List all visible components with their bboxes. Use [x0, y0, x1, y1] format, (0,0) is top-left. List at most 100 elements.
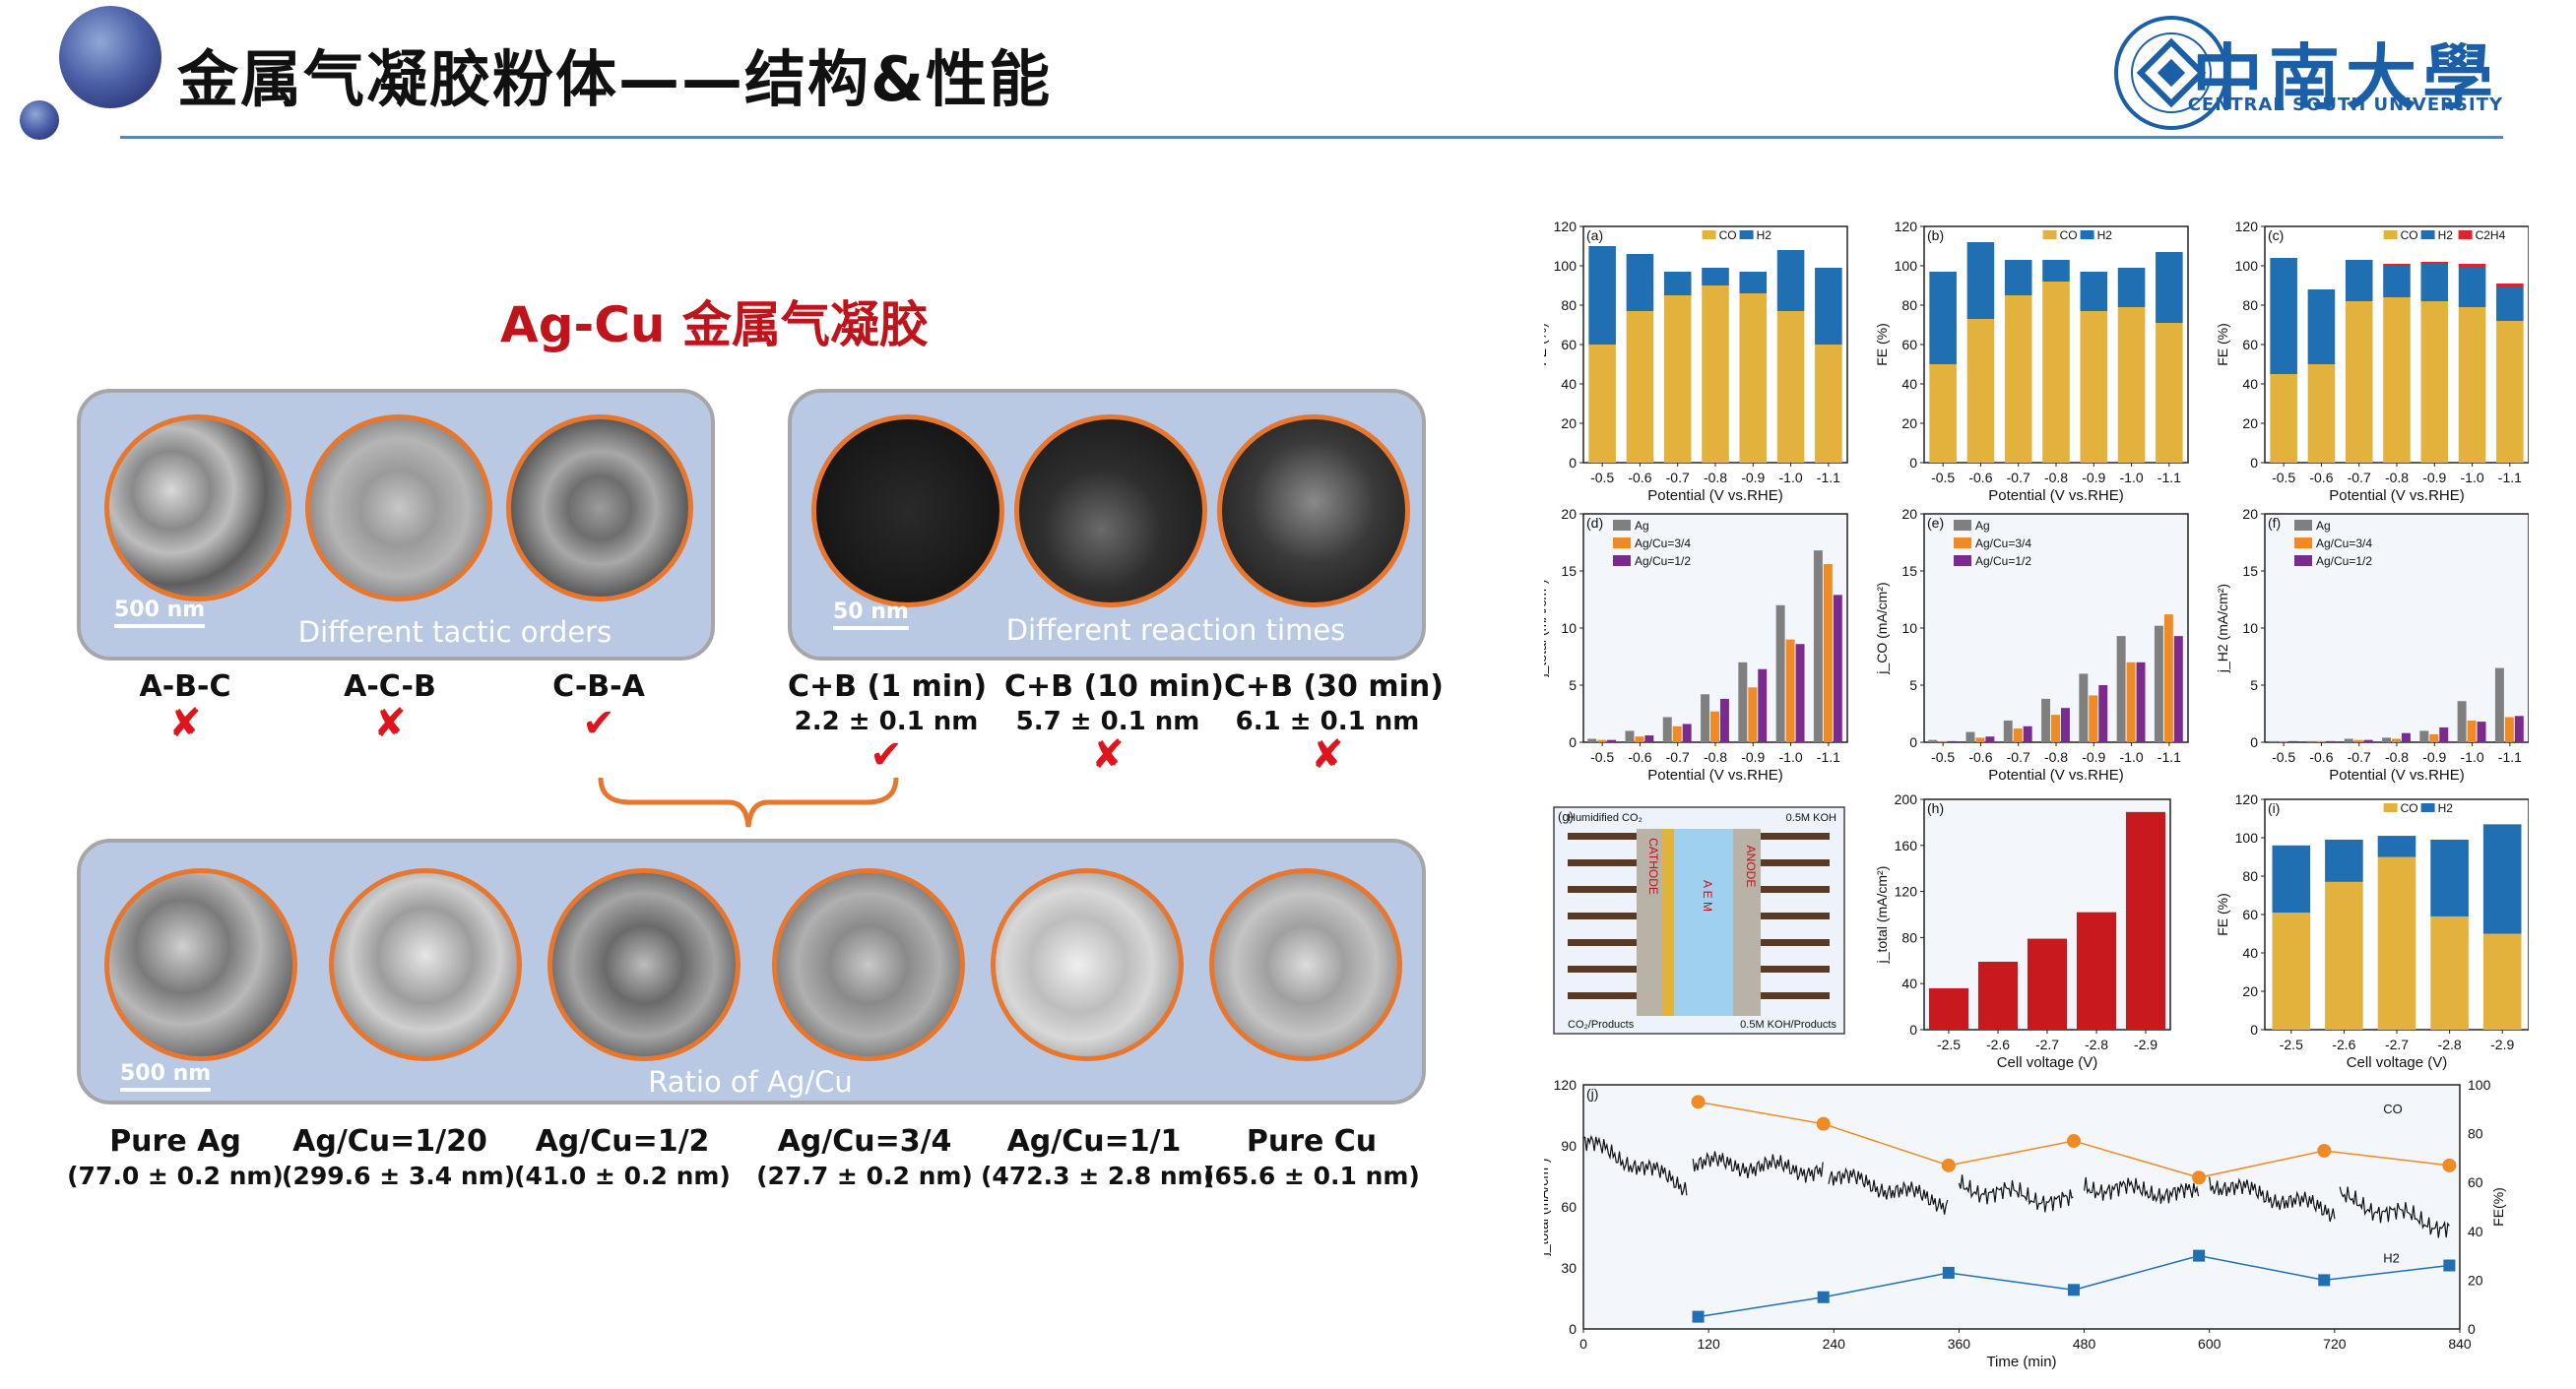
x-axis-label: Cell voltage (V) — [2347, 1054, 2448, 1071]
y-tick-label: 0 — [1909, 734, 1917, 750]
y-tick-label: 0 — [1909, 455, 1917, 471]
bar-co — [2430, 915, 2469, 1030]
flow-plate — [1761, 939, 1830, 946]
x-tick-label: -0.8 — [2385, 470, 2409, 485]
bar-ag — [1662, 717, 1672, 742]
y-tick-label: 100 — [1895, 258, 1918, 274]
ratio-size-agcu-1-1: (472.3 ± 2.8 nm) — [981, 1162, 1215, 1190]
bar-ag — [2306, 740, 2316, 742]
ratio-name-agcu-3-4: Ag/Cu=3/4 — [777, 1124, 952, 1159]
current-trace — [1582, 1134, 1688, 1196]
y-tick-label: 0 — [1569, 734, 1577, 750]
y-axis-label: j_H2 (mA/cm²) — [2215, 584, 2230, 673]
diagram-label: CO₂/Products — [1568, 1019, 1635, 1031]
bar-agcu34 — [1975, 737, 1985, 742]
bar-h2 — [2042, 260, 2070, 282]
bar-agcu12 — [2326, 740, 2336, 742]
header-decoration-circles — [20, 6, 161, 140]
tactic-label-abc: A-B-C — [139, 669, 231, 704]
x-tick-label: -0.6 — [1968, 749, 1992, 765]
bar-agcu12 — [1682, 724, 1692, 742]
tactic-label-cba: C-B-A — [552, 669, 645, 704]
bar-current — [2028, 938, 2067, 1030]
bar-co — [2377, 856, 2416, 1030]
bar-co — [2345, 301, 2373, 463]
bar-h2 — [2272, 845, 2311, 914]
y-tick-label: 90 — [1561, 1138, 1577, 1154]
check-mark-icon: ✔ — [869, 732, 903, 778]
panel-letter: (g) — [1558, 809, 1574, 824]
fe-point-co — [2192, 1170, 2207, 1185]
x-tick-label: -1.1 — [1817, 470, 1840, 485]
legend-swatch — [2420, 230, 2435, 239]
fe-point-h2 — [1692, 1310, 1705, 1323]
time-label-30min: C+B (30 min) — [1224, 669, 1444, 704]
y-tick-label: 20 — [1561, 415, 1577, 431]
bar-h2 — [1739, 272, 1768, 293]
x-tick-label: -2.8 — [2438, 1037, 2462, 1052]
bar-ag — [2457, 701, 2467, 742]
bar-h2 — [2270, 258, 2297, 374]
y-tick-label: 20 — [2242, 506, 2258, 522]
legend-swatch — [2294, 555, 2312, 566]
ratio-label: Ratio of Ag/Cu — [648, 1065, 853, 1099]
bar-h2 — [2080, 272, 2108, 311]
legend-swatch — [2294, 537, 2312, 548]
y-tick-label: 60 — [2242, 907, 2258, 922]
x-tick-label: -1.0 — [1779, 470, 1803, 485]
bar-co — [1626, 311, 1654, 463]
bar-agcu12 — [1985, 736, 1995, 742]
y-tick-label: 200 — [1895, 791, 1918, 807]
diagram-label: 0.5M KOH — [1786, 812, 1836, 824]
legend-label: Ag/Cu=3/4 — [1975, 537, 2031, 550]
fe-point-co — [2317, 1143, 2332, 1158]
x-tick-label: 720 — [2323, 1336, 2347, 1352]
current-trace — [1828, 1167, 1949, 1215]
bar-h2 — [1626, 254, 1654, 311]
legend-swatch — [1954, 537, 1971, 548]
bar-ag — [1587, 738, 1597, 742]
fe-point-co — [1816, 1116, 1831, 1131]
y-tick-label: 5 — [1909, 677, 1917, 693]
flow-plate — [1761, 913, 1830, 919]
bar-co — [1966, 319, 1995, 463]
sem-image-pure-ag — [104, 868, 297, 1061]
bar-ag — [2079, 673, 2089, 742]
bar-co — [2482, 933, 2522, 1030]
legend-swatch — [2383, 230, 2398, 239]
y2-axis-label: FE(%) — [2490, 1187, 2506, 1227]
y-tick-label: 5 — [2250, 677, 2258, 693]
x-tick-label: -2.6 — [2332, 1037, 2355, 1052]
bar-agcu34 — [2467, 720, 2477, 742]
bar-agcu12 — [2288, 740, 2298, 742]
bar-c2h4 — [2496, 284, 2524, 287]
x-tick-label: -1.1 — [2498, 470, 2522, 485]
current-trace — [2209, 1176, 2336, 1223]
x-tick-label: -0.7 — [1666, 470, 1690, 485]
check-mark-icon: ✔ — [582, 701, 615, 746]
legend-swatch — [1702, 230, 1716, 239]
x-tick-label: -1.0 — [2120, 470, 2144, 485]
decoration-large-circle — [59, 6, 161, 108]
cross-mark-icon: ✘ — [1311, 732, 1344, 778]
bar-ag — [1928, 739, 1938, 742]
legend-label: Ag/Cu=1/2 — [2316, 554, 2372, 568]
legend-swatch — [2294, 520, 2312, 531]
x-tick-label: -0.8 — [2044, 749, 2068, 765]
ratio-name-agcu-1-2: Ag/Cu=1/2 — [535, 1124, 710, 1159]
time-label-10min: C+B (10 min) — [1004, 669, 1224, 704]
panel-letter: (h) — [1927, 800, 1944, 816]
chart-e — [1920, 513, 2189, 746]
bar-h2 — [1966, 242, 1995, 319]
flow-plate — [1568, 992, 1637, 999]
fe-point-h2 — [1817, 1291, 1830, 1303]
bar-co — [2307, 364, 2336, 463]
legend-label: Ag/Cu=3/4 — [2316, 537, 2372, 550]
legend-label: CO — [2401, 228, 2418, 242]
bar-agcu34 — [2279, 740, 2288, 742]
y-tick-label: 40 — [1901, 376, 1917, 392]
bar-ag — [1625, 730, 1635, 742]
sem-image-acb — [305, 414, 492, 601]
y-axis-label: j_CO (mA/cm²) — [1874, 582, 1890, 674]
y2-tick-label: 20 — [2468, 1272, 2483, 1288]
